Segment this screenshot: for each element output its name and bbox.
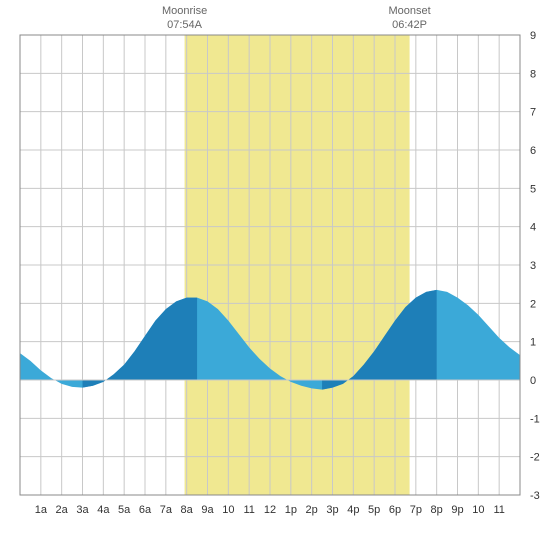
- tide-chart: 1a2a3a4a5a6a7a8a9a1011121p2p3p4p5p6p7p8p…: [0, 0, 550, 550]
- y-tick-label: 1: [530, 337, 536, 349]
- y-tick-label: 4: [530, 222, 536, 234]
- x-tick-label: 2p: [306, 504, 318, 516]
- x-tick-label: 11: [243, 504, 254, 516]
- x-tick-label: 3p: [326, 504, 338, 516]
- y-tick-label: 0: [530, 375, 536, 387]
- x-tick-label: 1a: [35, 504, 48, 516]
- x-tick-label: 2a: [56, 504, 69, 516]
- y-tick-label: 5: [530, 183, 536, 195]
- x-tick-label: 5a: [118, 504, 131, 516]
- y-tick-label: 3: [530, 260, 536, 272]
- x-tick-label: 8a: [181, 504, 194, 516]
- x-tick-label: 6a: [139, 504, 152, 516]
- x-tick-label: 10: [222, 504, 234, 516]
- y-tick-label: -1: [530, 413, 540, 425]
- x-tick-label: 12: [264, 504, 276, 516]
- x-tick-label: 10: [472, 504, 484, 516]
- y-tick-label: 7: [530, 107, 536, 119]
- x-tick-label: 5p: [368, 504, 380, 516]
- x-tick-label: 11: [493, 504, 504, 516]
- x-tick-label: 8p: [431, 504, 443, 516]
- y-tick-label: 8: [530, 68, 536, 80]
- x-tick-label: 6p: [389, 504, 401, 516]
- y-tick-label: -3: [530, 490, 540, 502]
- y-tick-label: 9: [530, 30, 536, 42]
- x-tick-label: 9a: [201, 504, 214, 516]
- chart-svg: 1a2a3a4a5a6a7a8a9a1011121p2p3p4p5p6p7p8p…: [0, 0, 550, 550]
- y-tick-label: 2: [530, 298, 536, 310]
- moonset-time: 06:42P: [392, 19, 427, 31]
- x-tick-label: 4a: [97, 504, 110, 516]
- x-tick-label: 1p: [285, 504, 297, 516]
- y-tick-label: -2: [530, 452, 540, 464]
- x-tick-label: 9p: [451, 504, 463, 516]
- moonrise-time: 07:54A: [167, 19, 203, 31]
- moonrise-label: Moonrise: [162, 5, 207, 17]
- x-tick-label: 3a: [76, 504, 89, 516]
- x-tick-label: 4p: [347, 504, 359, 516]
- x-tick-label: 7a: [160, 504, 173, 516]
- moonset-label: Moonset: [388, 5, 430, 17]
- x-tick-label: 7p: [410, 504, 422, 516]
- y-tick-label: 6: [530, 145, 536, 157]
